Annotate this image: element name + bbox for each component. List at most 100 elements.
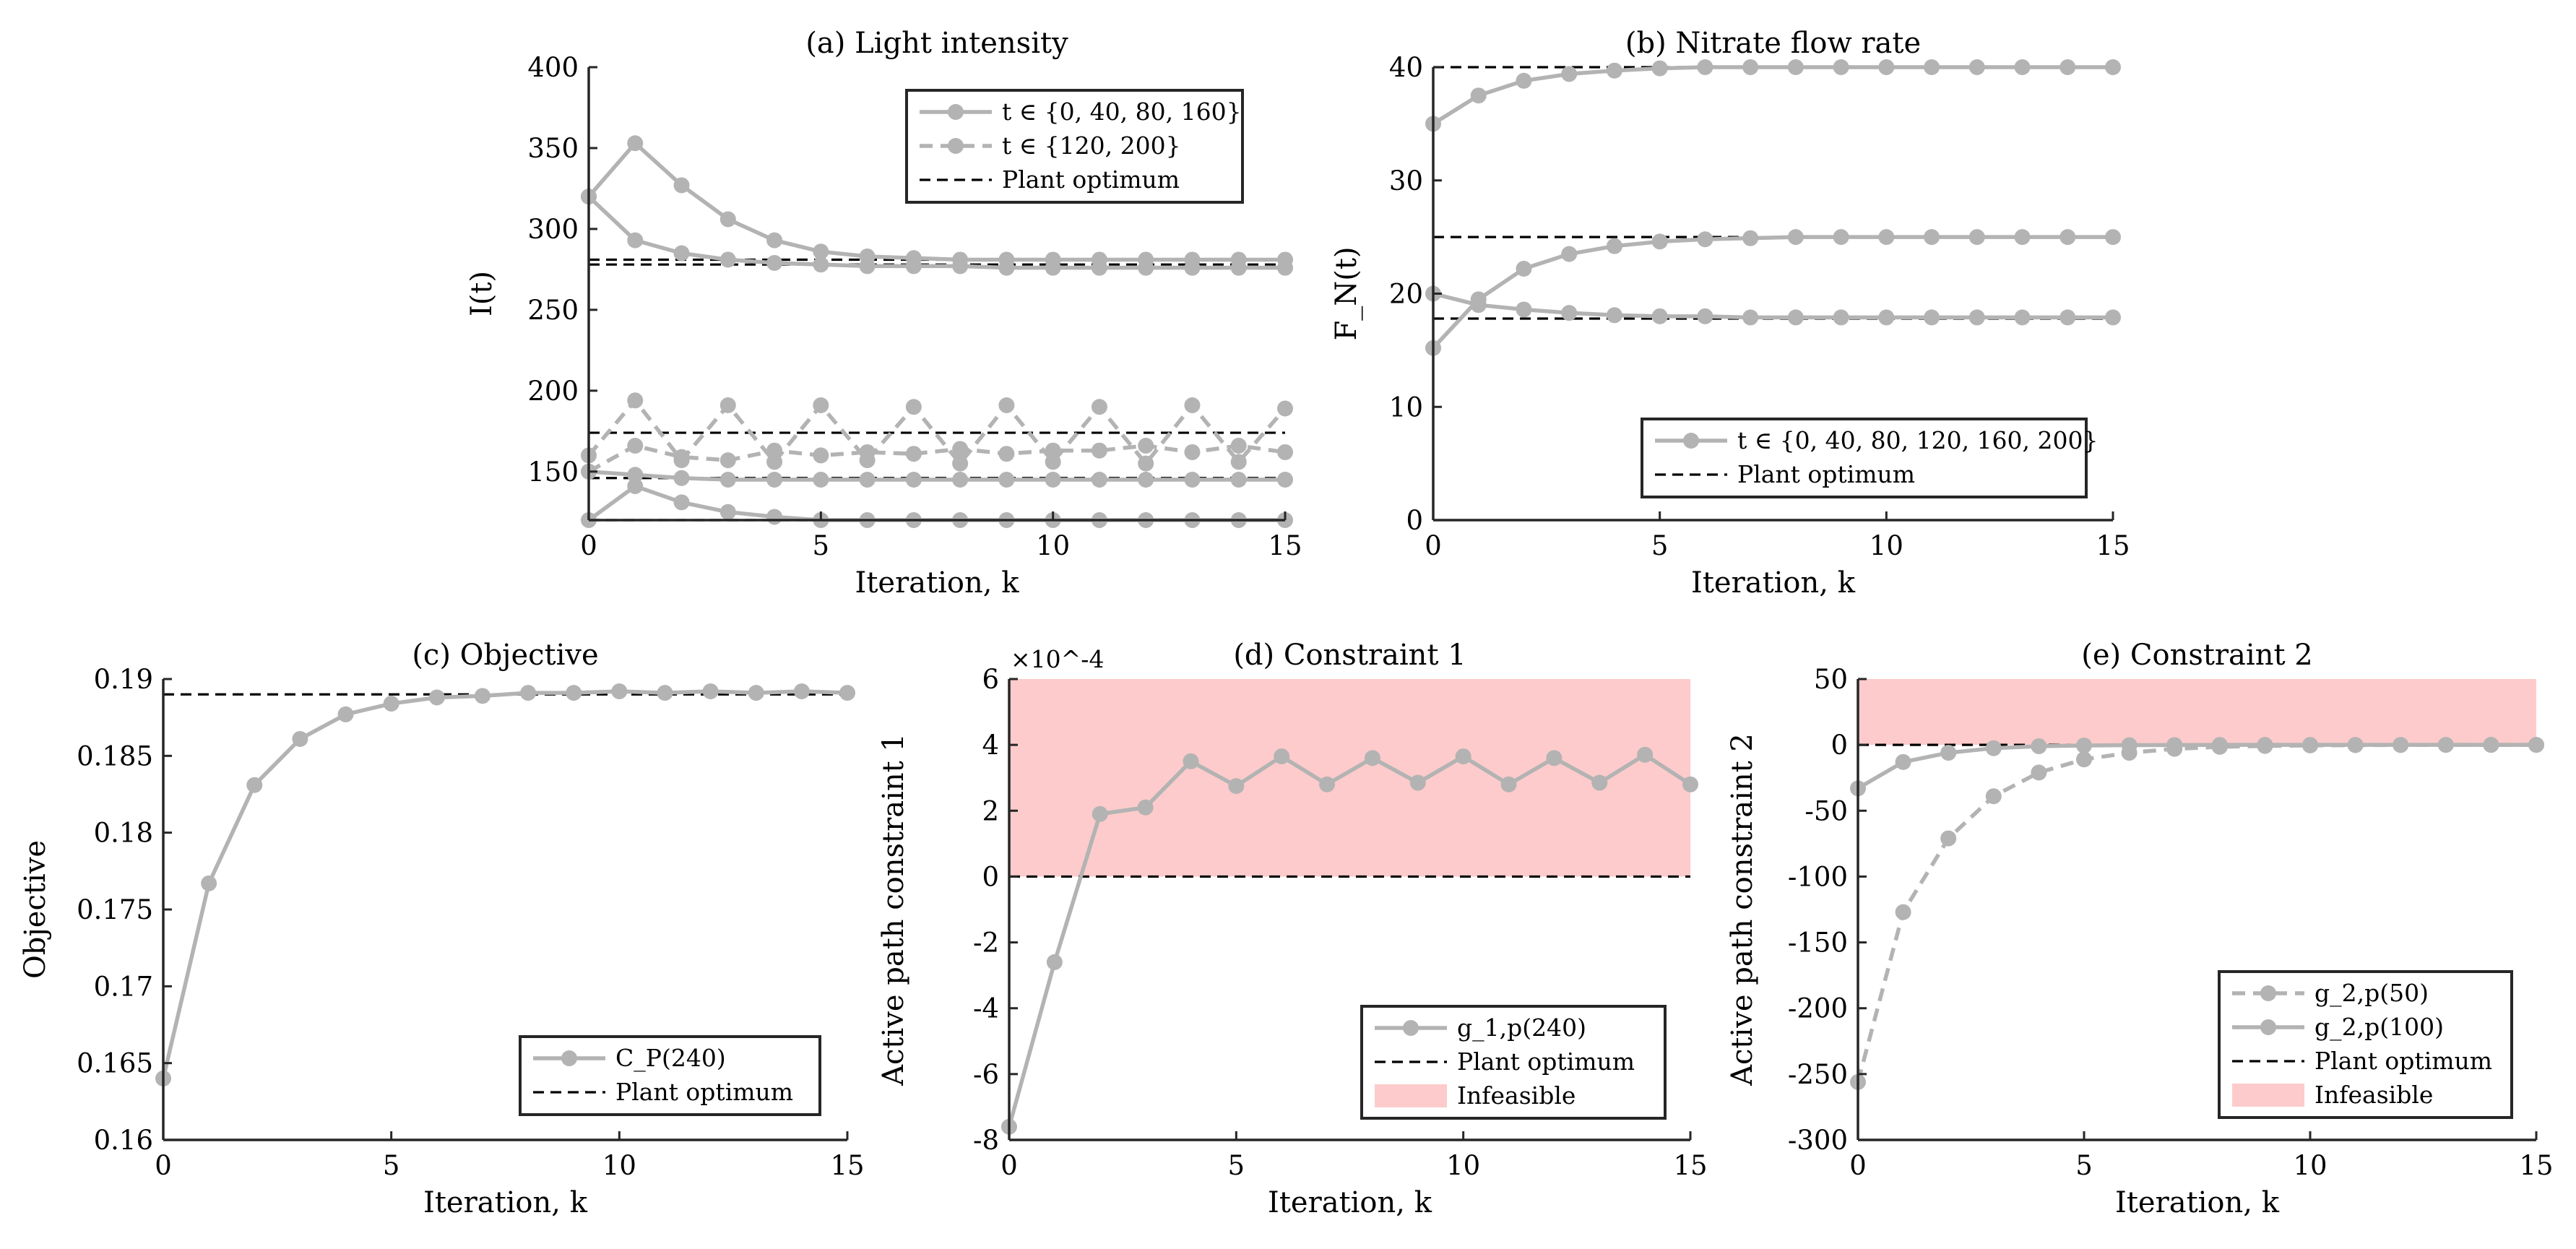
data-point [1561, 305, 1578, 321]
data-point [1697, 231, 1713, 248]
data-point [1833, 229, 1849, 246]
data-point [1409, 774, 1426, 791]
data-point [839, 685, 855, 701]
data-point [2211, 737, 2228, 753]
data-point [1046, 954, 1063, 970]
data-point [337, 706, 354, 722]
data-point [673, 470, 690, 486]
legend-label: Plant optimum [1457, 1047, 1635, 1076]
data-point [1940, 830, 1957, 847]
x-tick-label: 0 [580, 530, 597, 561]
x-tick-label: 15 [1268, 530, 1302, 561]
data-point [627, 392, 644, 409]
data-point [1045, 472, 1061, 488]
data-point [201, 875, 217, 891]
x-tick-label: 0 [1000, 1150, 1018, 1181]
legend-marker [948, 138, 964, 154]
x-tick-label: 10 [2293, 1150, 2327, 1181]
data-point [1183, 753, 1199, 769]
data-point [1651, 308, 1668, 324]
series-line-g1p(240) [1007, 752, 1692, 1128]
data-point [952, 258, 969, 275]
x-axis-label: Iteration, k [2115, 1186, 2280, 1219]
data-point [1516, 261, 1532, 277]
data-point [292, 730, 308, 747]
data-point [673, 449, 690, 465]
y-tick-label: 30 [1389, 165, 1423, 196]
data-point [719, 211, 736, 228]
data-point [998, 259, 1015, 276]
data-point [766, 509, 783, 525]
legend-marker [2260, 1019, 2276, 1035]
y-tick-label: 400 [527, 52, 579, 83]
data-point [474, 688, 490, 704]
y-tick-label: -4 [973, 993, 999, 1024]
data-point [952, 441, 969, 457]
x-tick-label: 15 [2519, 1150, 2553, 1181]
y-tick-label: 4 [982, 730, 999, 761]
data-point [859, 258, 876, 275]
data-point [998, 397, 1015, 414]
x-tick-label: 10 [1446, 1150, 1480, 1181]
data-point [2014, 59, 2031, 75]
legend-label: g_1,p(240) [1457, 1014, 1586, 1042]
data-point [2105, 229, 2121, 246]
data-point [1968, 229, 1985, 246]
data-point [1516, 301, 1532, 318]
data-point [2076, 738, 2092, 754]
data-point [905, 446, 922, 462]
data-point [2347, 737, 2364, 753]
x-tick-label: 10 [1036, 530, 1070, 561]
y-tick-label: -8 [973, 1125, 999, 1156]
data-point [1985, 788, 2002, 805]
y-tick-label: 0.175 [77, 894, 153, 925]
data-point [1924, 309, 1940, 326]
data-point [627, 232, 644, 248]
data-point [627, 437, 644, 454]
y-tick-label: 250 [527, 295, 579, 326]
x-tick-label: 10 [1870, 530, 1903, 561]
data-point [719, 397, 736, 414]
infeasible-region [1858, 679, 2536, 745]
y-tick-label: 150 [527, 457, 579, 488]
data-point [673, 177, 690, 194]
data-point [1184, 259, 1201, 276]
chart-d: 0 5 10 15 -8 -6 -4 -2 0 2 4 6 ×10^-4 (d) Constraint 1… [877, 639, 1708, 1219]
series-line-t=160 [587, 483, 1285, 522]
data-point [1277, 400, 1293, 417]
data-point [952, 455, 969, 472]
data-point [1878, 59, 1895, 75]
data-point [1591, 774, 1608, 791]
data-point [1138, 437, 1154, 454]
y-tick-label: 300 [527, 214, 579, 245]
legend-marker [1403, 1020, 1419, 1036]
chart-title: (c) Objective [412, 639, 598, 672]
x-tick-label: 0 [1849, 1150, 1867, 1181]
chart-title: (b) Nitrate flow rate [1625, 27, 1921, 60]
data-point [657, 685, 673, 701]
legend-label: g_2,p(100) [2314, 1013, 2444, 1042]
data-point [1230, 259, 1247, 276]
legend-swatch [1375, 1084, 1447, 1107]
data-point [1091, 259, 1107, 276]
legend-box [1641, 418, 2088, 498]
legend-marker [561, 1050, 577, 1066]
x-tick-label: 5 [2075, 1150, 2093, 1181]
data-point [766, 442, 783, 459]
y-tick-label: -250 [1788, 1059, 1848, 1090]
data-point [1470, 87, 1487, 104]
data-point [2014, 309, 2031, 326]
data-point [1091, 472, 1107, 488]
y-axis-label: F_N(t) [1330, 246, 1363, 340]
data-point [748, 685, 764, 701]
data-point [1045, 442, 1061, 459]
data-point [998, 446, 1015, 462]
x-tick-label: 5 [1651, 530, 1669, 561]
data-point [813, 397, 829, 414]
legend-label: Infeasible [1457, 1081, 1576, 1110]
legend-label: Plant optimum [615, 1078, 793, 1106]
series-line-C_P(240) [161, 689, 848, 1079]
data-point [1364, 750, 1380, 766]
data-point [1606, 238, 1622, 254]
data-point [1045, 454, 1061, 470]
